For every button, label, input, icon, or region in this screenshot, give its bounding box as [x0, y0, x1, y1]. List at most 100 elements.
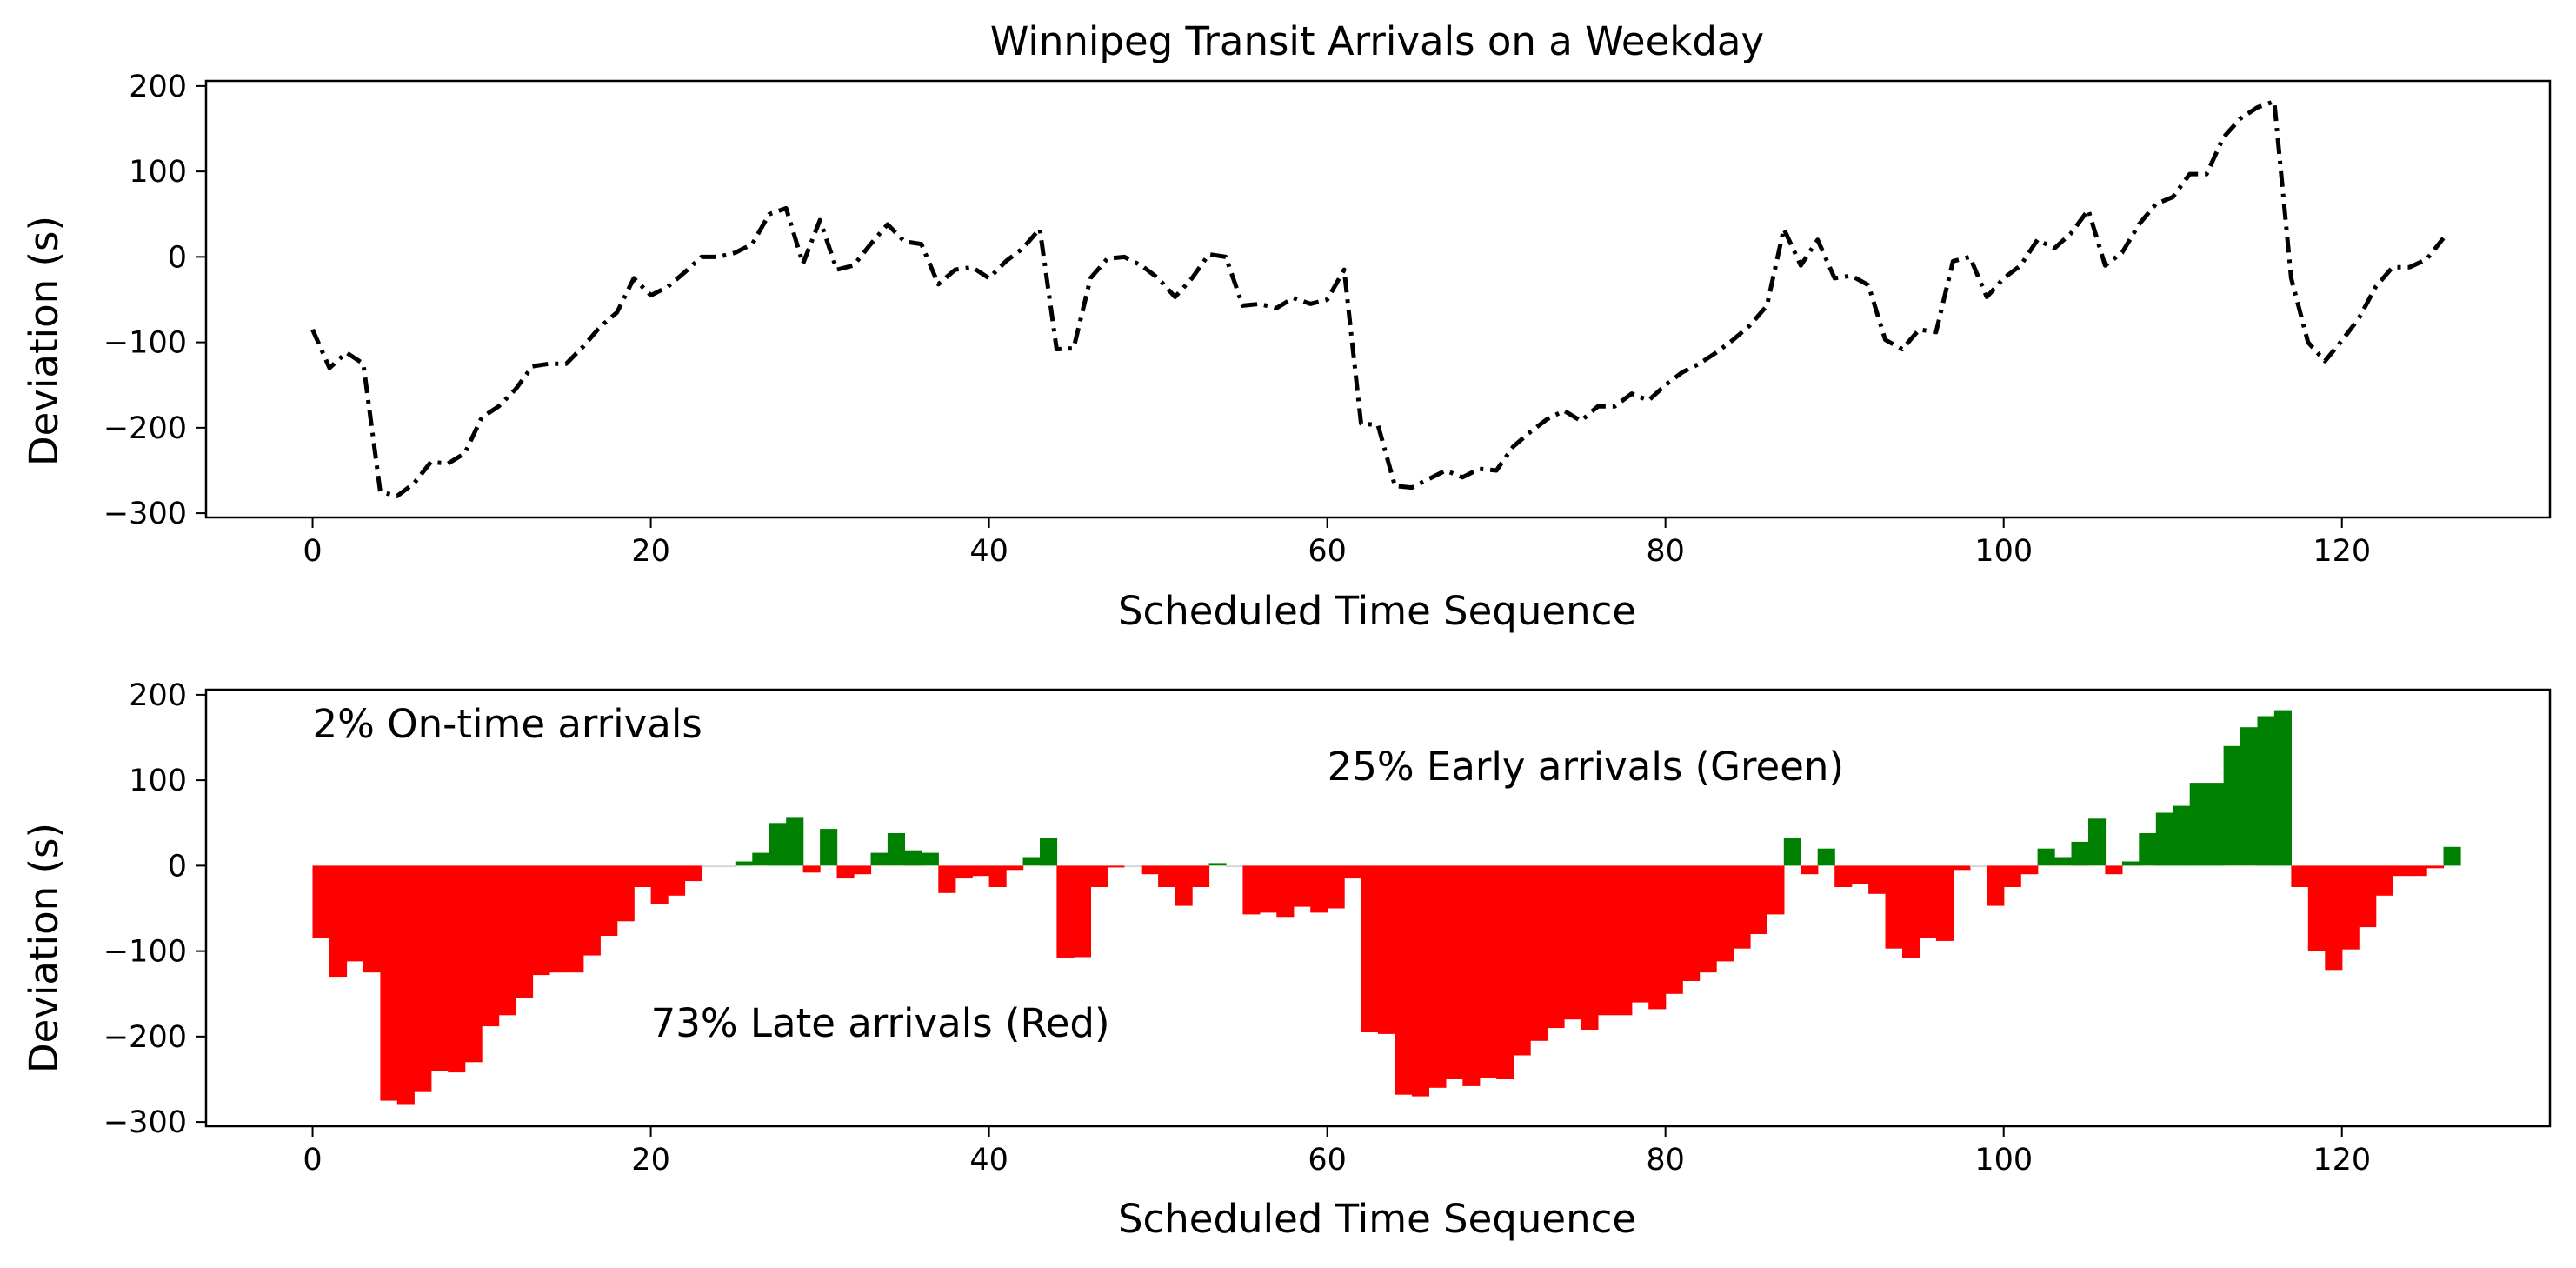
bar — [2443, 846, 2461, 866]
bar — [988, 865, 1007, 887]
y-tick-label: −100 — [103, 326, 187, 361]
bar — [2375, 865, 2393, 896]
bar — [1378, 865, 1396, 1034]
bar — [464, 865, 483, 1063]
bar — [312, 865, 330, 938]
bar — [2139, 833, 2157, 866]
annotation-on-time: 2% On-time arrivals — [313, 701, 702, 747]
bar — [1242, 865, 1261, 915]
bar — [1310, 865, 1328, 913]
bar — [1107, 865, 1125, 868]
bar — [1344, 865, 1362, 879]
plot-area-frame — [204, 688, 2552, 1128]
bar — [1885, 865, 1903, 949]
bar — [1614, 865, 1633, 1016]
bar — [1056, 865, 1075, 958]
bar — [2393, 865, 2411, 877]
bar — [1597, 865, 1615, 1016]
bar — [1817, 848, 1835, 866]
y-tick-label: 0 — [168, 240, 187, 275]
x-tick-label: 40 — [969, 534, 1008, 569]
bar — [1834, 865, 1853, 887]
bar — [1073, 865, 1091, 958]
bar — [2121, 861, 2140, 866]
bar — [2257, 716, 2275, 866]
bar — [1665, 865, 1683, 994]
bar — [1935, 865, 1954, 941]
bar — [329, 865, 348, 978]
bar — [1919, 865, 1937, 938]
bar — [1006, 865, 1024, 871]
bar — [1462, 865, 1481, 1086]
chart-title: Winnipeg Transit Arrivals on a Weekday — [990, 18, 1764, 64]
bar — [1141, 865, 1159, 875]
x-tick-label: 60 — [1308, 1143, 1347, 1178]
bar — [1767, 865, 1785, 915]
bar — [1682, 865, 1701, 981]
bar — [1276, 865, 1295, 918]
x-tick-label: 120 — [2313, 534, 2371, 569]
x-tick-label: 0 — [303, 1143, 322, 1178]
bar — [1124, 865, 1142, 867]
bar — [2426, 865, 2445, 869]
bar — [1090, 865, 1108, 887]
bar — [2003, 865, 2021, 887]
bar — [1479, 865, 1497, 1078]
bar — [2240, 727, 2259, 866]
bar — [1564, 865, 1582, 1020]
bar — [836, 865, 855, 879]
bar — [1513, 865, 1531, 1056]
bar — [769, 823, 787, 866]
bar — [346, 865, 364, 962]
bar — [532, 865, 550, 976]
plot-area-frame — [204, 79, 2552, 519]
bar — [786, 817, 804, 866]
bar — [2207, 783, 2225, 866]
y-tick-label: −200 — [103, 411, 187, 446]
x-tick-label: 40 — [969, 1143, 1008, 1178]
bar — [1749, 865, 1767, 934]
bar-series — [312, 710, 2461, 1105]
bar — [2155, 812, 2173, 866]
bar — [1192, 865, 1210, 887]
bar — [549, 865, 567, 973]
bar — [430, 865, 449, 1071]
y-axis-ticks: −300 −200 −100 0 100 200 — [103, 70, 206, 531]
bar — [582, 865, 601, 956]
y-tick-label: −100 — [103, 935, 187, 970]
bar — [516, 865, 534, 998]
bar — [2359, 865, 2377, 928]
bar — [1445, 865, 1463, 1079]
x-tick-label: 120 — [2313, 1143, 2371, 1178]
bar — [1293, 865, 1311, 907]
y-tick-label: 200 — [129, 678, 187, 713]
bar — [1225, 865, 1243, 867]
bar — [668, 865, 686, 896]
bar — [2173, 805, 2191, 866]
bar — [1783, 838, 1801, 866]
bar — [600, 865, 618, 936]
bar — [2223, 745, 2241, 866]
bar — [2088, 818, 2107, 866]
bar — [2105, 865, 2123, 875]
bar — [1733, 865, 1751, 949]
bar — [363, 865, 381, 973]
bar — [938, 865, 956, 893]
bar — [802, 865, 821, 873]
x-tick-label: 100 — [1974, 1143, 2033, 1178]
x-tick-label: 60 — [1308, 534, 1347, 569]
x-axis-ticks: 0 20 40 60 80 100 120 — [303, 1126, 2371, 1178]
bar — [2341, 865, 2360, 950]
x-tick-label: 20 — [631, 534, 670, 569]
x-tick-label: 0 — [303, 534, 322, 569]
y-axis-label: Deviation (s) — [21, 823, 67, 1073]
bar — [684, 865, 702, 882]
bar — [2071, 841, 2089, 866]
bar — [396, 865, 415, 1105]
bar — [854, 865, 872, 875]
bar — [1259, 865, 1277, 913]
bar — [1801, 865, 1819, 875]
annotation-early: 25% Early arrivals (Green) — [1328, 744, 1844, 790]
bar — [448, 865, 466, 1073]
